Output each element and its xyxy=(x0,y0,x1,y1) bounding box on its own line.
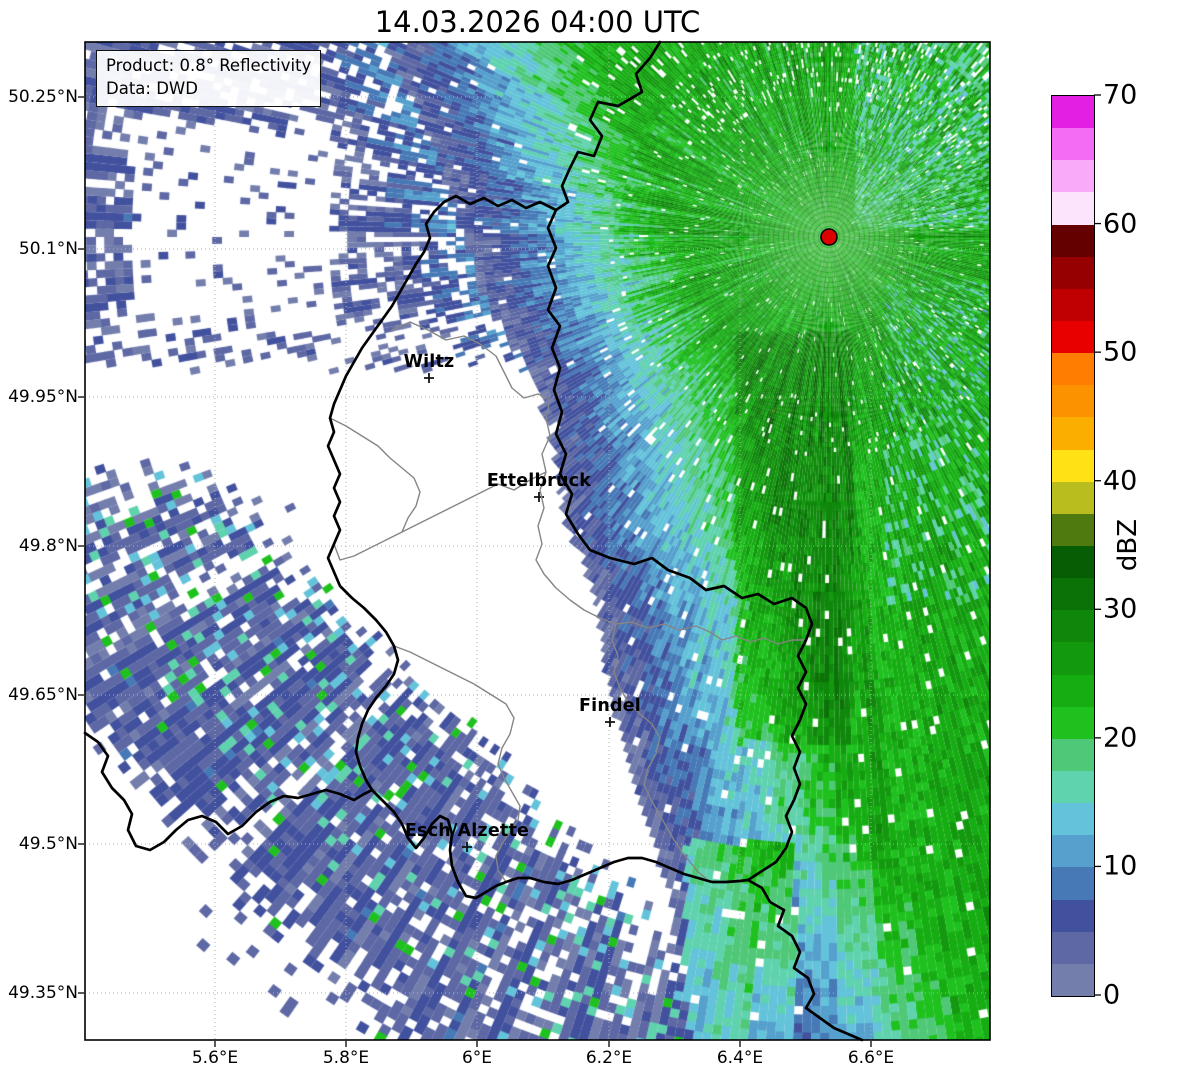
region-border xyxy=(535,399,807,645)
y-tick-label: 49.95°N xyxy=(8,387,78,407)
city-marker-icon xyxy=(424,373,434,383)
city-marker-icon xyxy=(534,492,544,502)
region-border xyxy=(611,623,707,879)
colorbar-bin xyxy=(1052,770,1094,804)
colorbar-bin xyxy=(1052,674,1094,707)
city-marker-icon xyxy=(605,717,615,727)
colorbar xyxy=(1051,95,1095,997)
city-label: Wiltz xyxy=(403,352,455,372)
map-frame xyxy=(84,41,991,1041)
colorbar-bin xyxy=(1052,320,1094,354)
country-border xyxy=(83,731,374,852)
colorbar-bin xyxy=(1052,642,1094,675)
colorbar-tick-label: 30 xyxy=(1103,593,1138,625)
region-border xyxy=(391,321,551,401)
colorbar-bin xyxy=(1052,192,1094,225)
city-label: Ettelbruck xyxy=(486,471,592,491)
colorbar-tick-label: 20 xyxy=(1103,722,1138,754)
city-label: Esch/Alzette xyxy=(404,821,530,841)
colorbar-bin xyxy=(1052,835,1094,868)
y-tick-label: 49.65°N xyxy=(8,685,78,705)
y-tick-label: 49.5°N xyxy=(18,834,78,854)
colorbar-bin xyxy=(1052,738,1094,771)
colorbar-bin xyxy=(1052,128,1094,161)
colorbar-bin xyxy=(1052,224,1094,257)
colorbar-bin xyxy=(1052,160,1094,193)
radar-field-canvas xyxy=(85,42,990,1040)
figure-title: 14.03.2026 04:00 UTC xyxy=(374,5,701,39)
colorbar-bin xyxy=(1052,353,1094,386)
colorbar-tick-label: 50 xyxy=(1103,336,1138,368)
country-border xyxy=(546,208,814,882)
product-line: Product: 0.8° Reflectivity xyxy=(106,56,312,75)
colorbar-bin xyxy=(1052,256,1094,289)
colorbar-bin xyxy=(1052,610,1094,643)
x-tick-label: 6°E xyxy=(461,1048,493,1068)
colorbar-bin xyxy=(1052,385,1094,418)
data-source-line: Data: DWD xyxy=(106,78,198,98)
colorbar-bin xyxy=(1052,449,1094,482)
colorbar-tick-label: 0 xyxy=(1103,979,1121,1011)
colorbar-bin xyxy=(1052,481,1094,514)
colorbar-bin xyxy=(1052,417,1094,450)
colorbar-bin xyxy=(1052,706,1094,739)
x-tick-label: 6.6°E xyxy=(847,1048,895,1068)
country-border xyxy=(746,878,864,1042)
region-border xyxy=(329,417,421,533)
colorbar-unit-label: dBZ xyxy=(1113,518,1143,572)
colorbar-bin xyxy=(1052,578,1094,611)
colorbar-tick-label: 10 xyxy=(1103,850,1138,882)
city-marker-icon xyxy=(462,842,472,852)
y-tick-label: 50.1°N xyxy=(18,239,78,259)
country-border xyxy=(554,40,662,212)
colorbar-bin xyxy=(1052,931,1094,964)
colorbar-bin xyxy=(1052,96,1094,129)
radar-site-marker xyxy=(820,228,838,246)
colorbar-tick-label: 40 xyxy=(1103,465,1138,497)
product-info-box: Product: 0.8° Reflectivity Data: DWD xyxy=(96,50,322,107)
colorbar-tick-label: 60 xyxy=(1103,208,1138,240)
colorbar-bin xyxy=(1052,867,1094,900)
x-tick-label: 5.6°E xyxy=(191,1048,239,1068)
x-tick-label: 5.8°E xyxy=(322,1048,370,1068)
city-label: Findel xyxy=(578,696,642,716)
y-tick-label: 49.35°N xyxy=(8,983,78,1003)
colorbar-bin xyxy=(1052,803,1094,836)
colorbar-bin xyxy=(1052,513,1094,546)
colorbar-tick-label: 70 xyxy=(1103,79,1138,111)
y-tick-label: 49.8°N xyxy=(18,536,78,556)
region-border xyxy=(333,471,547,561)
y-tick-label: 50.25°N xyxy=(8,87,78,107)
colorbar-bin xyxy=(1052,899,1094,932)
region-border xyxy=(393,645,521,883)
colorbar-bin xyxy=(1052,288,1094,321)
colorbar-bin xyxy=(1052,963,1094,996)
x-tick-label: 6.2°E xyxy=(585,1048,633,1068)
colorbar-bin xyxy=(1052,545,1094,579)
country-border xyxy=(326,194,750,900)
x-tick-label: 6.4°E xyxy=(716,1048,764,1068)
